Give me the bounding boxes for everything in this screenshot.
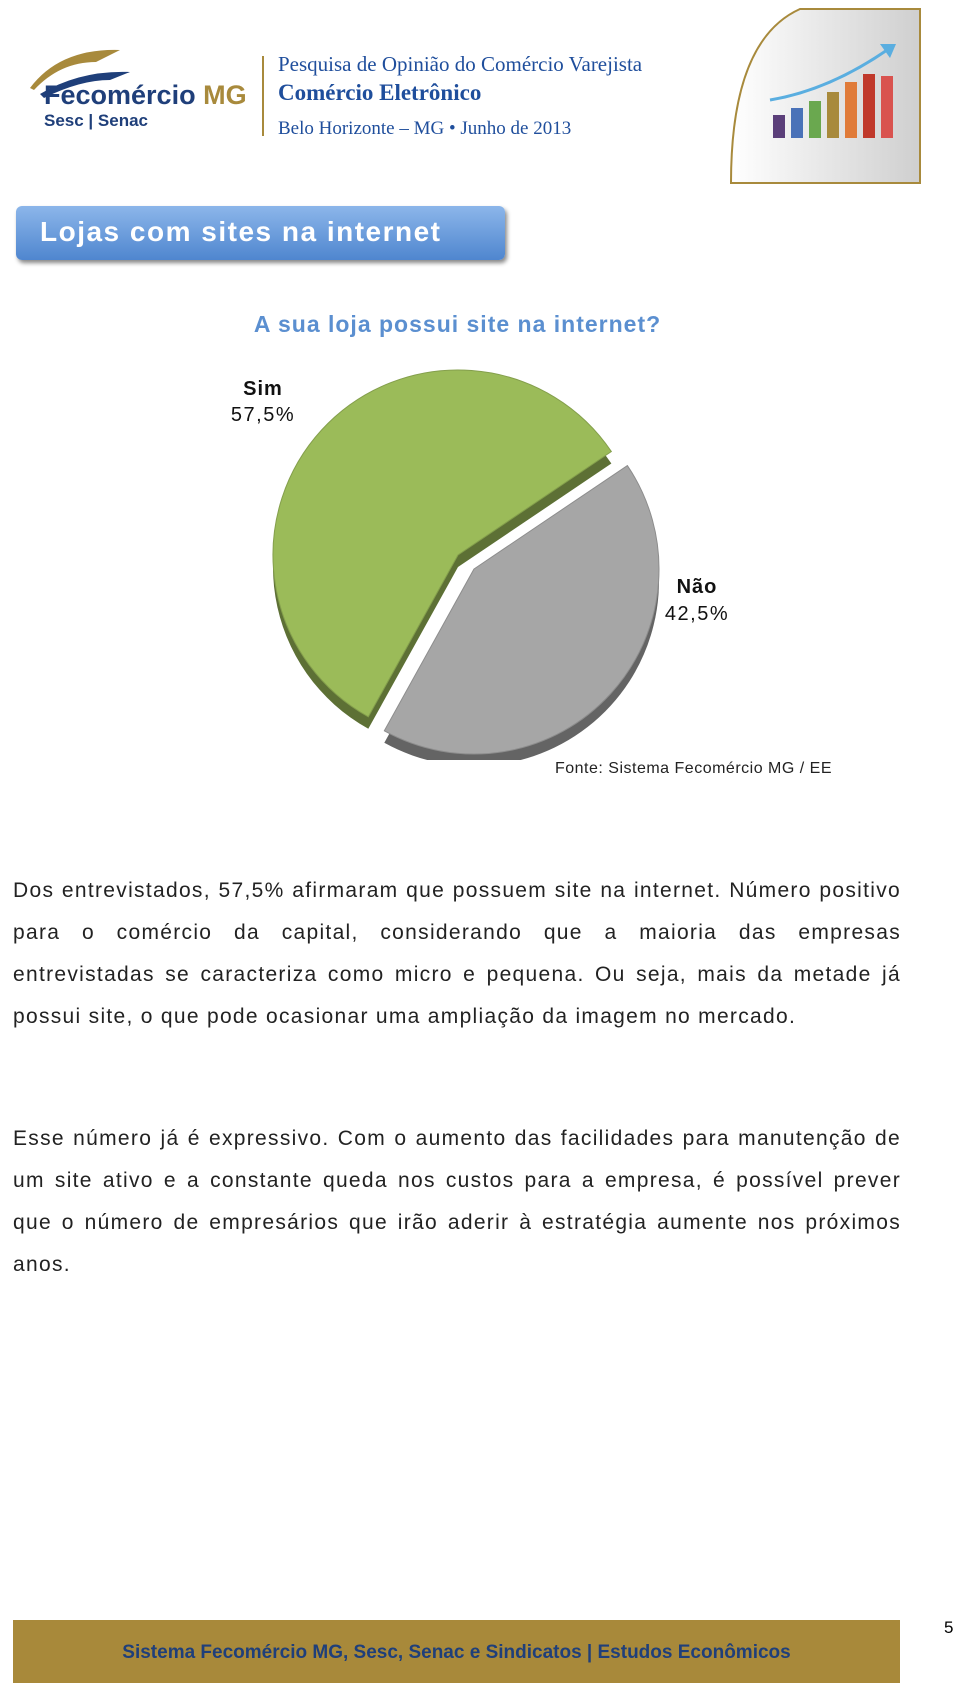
slice-value-label: 42,5% xyxy=(665,603,729,625)
logo-swoosh xyxy=(40,71,130,98)
pie-chart: Sim 57,5% Não 42,5% xyxy=(231,369,729,760)
pie-slice xyxy=(383,464,660,755)
section-title: Lojas com sites na internet xyxy=(40,216,442,247)
paragraph: Esse número já é expressivo. Com o aumen… xyxy=(13,1127,901,1276)
pie-slice xyxy=(272,369,613,718)
header-graphics: Fecomércio MG Sesc | Senac xyxy=(30,8,921,184)
header-image xyxy=(729,8,921,184)
slice-label: Sim xyxy=(243,378,283,400)
header-line: Comércio Eletrônico xyxy=(278,80,482,105)
footer-text: Sistema Fecomércio MG, Sesc, Senac e Sin… xyxy=(122,1642,791,1663)
page-number: 5 xyxy=(944,1618,954,1637)
slice-label: Não xyxy=(677,576,718,598)
paragraph: Dos entrevistados, 57,5% afirmaram que p… xyxy=(13,879,901,1028)
logo-swoosh xyxy=(30,49,120,90)
source: Fonte: Sistema Fecomércio MG / EE xyxy=(554,760,832,777)
header-line: Pesquisa de Opinião do Comércio Varejist… xyxy=(278,52,643,76)
section-box: Lojas com sites na internet xyxy=(16,206,505,260)
logo-name: Fecomércio MG xyxy=(44,80,247,110)
logo-sub: Sesc | Senac xyxy=(44,111,148,130)
header-bars xyxy=(769,44,896,138)
chart-title: A sua loja possui site na internet? xyxy=(253,311,662,337)
slice-value-label: 57,5% xyxy=(231,404,295,426)
header-line: Belo Horizonte – MG • Junho de 2013 xyxy=(278,118,572,139)
footer-bar: Sistema Fecomércio MG, Sesc, Senac e Sin… xyxy=(13,1620,900,1683)
